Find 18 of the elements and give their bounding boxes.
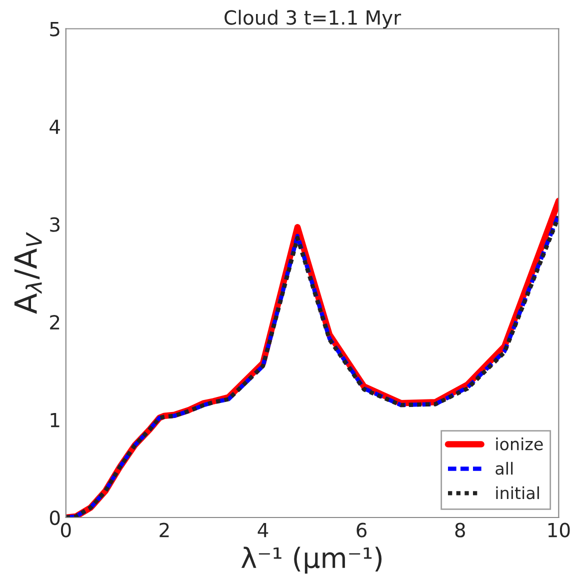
y-tick-label: 5	[50, 22, 60, 36]
x-tick-label: 10	[548, 522, 570, 538]
x-axis-title: λ⁻¹ (μm⁻¹)	[241, 546, 382, 574]
x-tick-label: 0	[60, 522, 71, 538]
y-tick-label: 4	[50, 120, 60, 134]
chart-title: Cloud 3 t=1.1 Myr	[224, 10, 402, 29]
y-tick-label: 2	[50, 314, 60, 330]
y-axis-title: A$_{λ}$/A$_{V}$	[14, 232, 42, 314]
y-tick-label: 0	[50, 510, 60, 526]
x-tick-label: 4	[258, 522, 268, 538]
y-tick-label: 3	[50, 217, 60, 232]
legend-label: ionize	[496, 437, 543, 450]
legend-label: all	[496, 462, 513, 475]
legend-label: initial	[496, 486, 539, 500]
y-tick-label: 1	[50, 412, 60, 428]
x-tick-label: 2	[160, 522, 169, 538]
x-tick-label: 6	[356, 522, 367, 538]
x-tick-label: 8	[455, 522, 465, 538]
